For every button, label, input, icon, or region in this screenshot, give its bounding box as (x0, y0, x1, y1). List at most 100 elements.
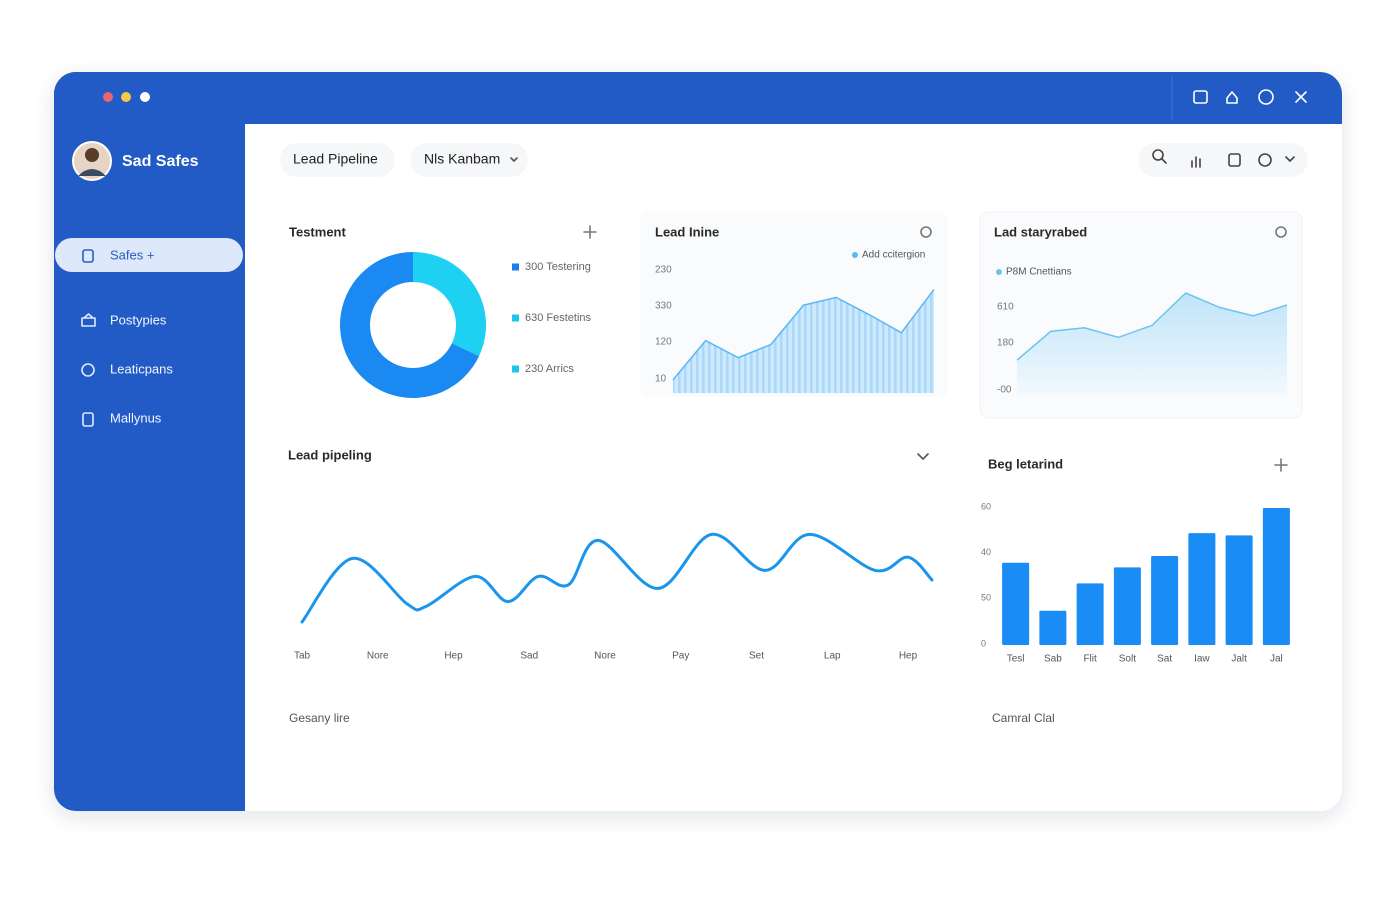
chart-title: Lead Inine (655, 224, 719, 239)
icon (81, 363, 95, 377)
icon[interactable] (1295, 91, 1307, 103)
bar (1188, 533, 1216, 645)
icon (82, 249, 94, 263)
legend-swatch (512, 365, 519, 373)
x-axis-label: Nore (594, 651, 616, 662)
avatar-body (78, 169, 106, 176)
chart-title: Beg letarind (988, 456, 1063, 471)
toolbar (1138, 143, 1308, 177)
x-axis-label: Sat (1157, 654, 1172, 665)
bar (1113, 567, 1141, 645)
bar (1151, 555, 1179, 645)
y-axis-label: 120 (655, 337, 672, 348)
y-axis-label: 0 (981, 638, 986, 648)
tab[interactable] (280, 143, 395, 177)
x-axis-label: Iaw (1194, 654, 1210, 665)
area (1017, 293, 1287, 395)
donut-segment (413, 252, 486, 357)
icon[interactable] (1191, 156, 1201, 168)
icon[interactable] (1258, 89, 1274, 105)
y-axis-label: 10 (655, 374, 667, 385)
x-axis-label: Lap (824, 651, 841, 662)
legend-swatch (512, 314, 519, 322)
x-axis-label: Hep (899, 651, 918, 662)
tab[interactable] (410, 143, 528, 177)
legend-label: 230 Arrics (525, 363, 574, 375)
refresh-icon[interactable] (1275, 226, 1287, 238)
bar (1262, 508, 1290, 645)
line (1016, 292, 1288, 361)
icon (82, 412, 94, 427)
window-dot[interactable] (121, 92, 131, 102)
icon[interactable] (1285, 156, 1295, 162)
chart-title: Lad staryrabed (994, 224, 1087, 239)
chart-title: Lead pipeling (288, 447, 372, 462)
x-axis-label: Nore (367, 651, 389, 662)
bar (1002, 562, 1030, 645)
x-axis-label: Sad (520, 651, 538, 662)
x-axis-label: Jal (1270, 654, 1283, 665)
title-bar (54, 72, 1342, 124)
nav-item[interactable]: Safes + (110, 247, 154, 262)
area (673, 289, 934, 393)
icon[interactable] (1258, 153, 1272, 167)
x-axis-label: Hep (444, 651, 463, 662)
x-axis-label: Set (749, 651, 764, 662)
line (672, 289, 935, 381)
legend-swatch (512, 263, 519, 271)
legend-label: 630 Festetins (525, 312, 592, 324)
nav-active[interactable] (55, 238, 243, 272)
y-axis-label: 610 (997, 302, 1014, 313)
y-axis-label: 180 (997, 338, 1014, 349)
legend-label: Add ccitergion (862, 250, 925, 261)
x-axis-label: Jalt (1231, 654, 1247, 665)
icon[interactable] (1226, 91, 1238, 104)
window (54, 72, 1342, 811)
toolbar-icons (1152, 149, 1295, 168)
legend-label: 300 Testering (525, 261, 591, 273)
legend-label: P8M Cnettians (1006, 267, 1072, 278)
line (300, 532, 934, 624)
collapse-icon[interactable] (917, 453, 929, 460)
add-icon[interactable] (1274, 458, 1288, 472)
bar (1039, 610, 1067, 645)
add-icon[interactable] (583, 225, 597, 239)
y-axis-label: 50 (981, 593, 991, 603)
window-dot[interactable] (140, 92, 150, 102)
y-axis-label: -00 (997, 385, 1012, 396)
icon[interactable] (1152, 149, 1167, 164)
avatar-head (85, 148, 99, 162)
footer-label: Gesany lire (289, 711, 350, 725)
y-axis-label: 40 (981, 547, 991, 557)
tab-label: Nls Kanbam (424, 151, 500, 167)
chart-title: Testment (289, 224, 346, 239)
bar (1076, 583, 1104, 645)
footer-label: Camral Clal (992, 711, 1055, 725)
x-axis-label: Sab (1044, 654, 1062, 665)
window-dot[interactable] (103, 92, 113, 102)
refresh-icon[interactable] (920, 226, 932, 238)
icon[interactable] (1228, 153, 1241, 167)
y-axis-label: 230 (655, 265, 672, 276)
window-controls (1193, 89, 1307, 105)
legend-swatch (996, 269, 1002, 275)
brand: Sad Safes (122, 153, 199, 170)
nav-item[interactable]: Postypies (110, 312, 167, 327)
y-axis-label: 330 (655, 301, 672, 312)
x-axis-label: Solt (1119, 654, 1136, 665)
icon[interactable] (1193, 90, 1208, 104)
x-axis-label: Tab (294, 651, 311, 662)
y-axis-label: 60 (981, 501, 991, 511)
nav-item[interactable]: Leaticpans (110, 361, 173, 376)
legend-swatch (852, 252, 858, 258)
tab-label: Lead Pipeline (293, 151, 378, 167)
x-axis-label: Tesl (1007, 654, 1025, 665)
icon (81, 313, 96, 327)
nav-icons (81, 249, 96, 427)
x-axis-label: Pay (672, 651, 689, 662)
nav-item[interactable]: Mallynus (110, 410, 162, 425)
dropdown-icon (510, 157, 518, 162)
donut-segment (339, 252, 480, 398)
sidebar (54, 72, 245, 811)
